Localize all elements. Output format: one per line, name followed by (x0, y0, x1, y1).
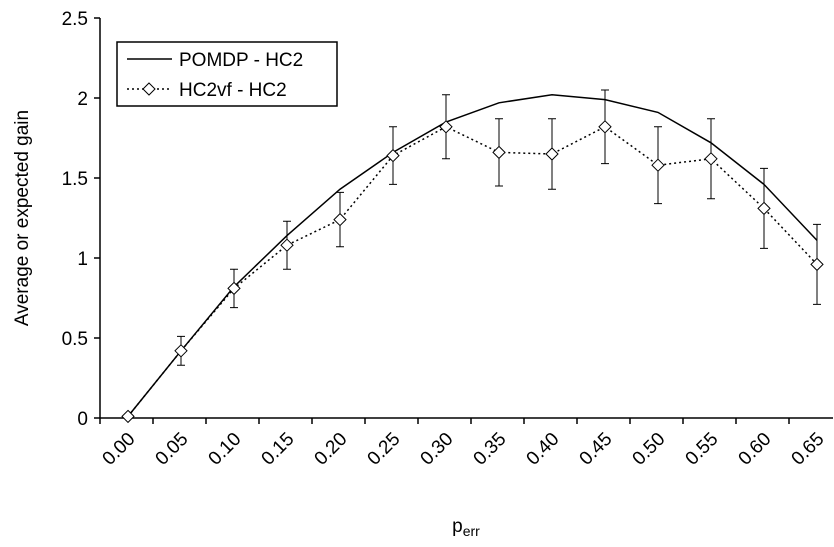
x-tick-label: 0.00 (99, 429, 140, 470)
x-tick-label: 0.40 (523, 429, 564, 470)
y-tick-label: 0.5 (62, 329, 88, 350)
legend-label: HC2vf - HC2 (179, 80, 287, 101)
series-line (127, 125, 818, 417)
x-tick-label: 0.10 (205, 429, 246, 470)
x-tick-label: 0.05 (152, 429, 193, 470)
point-marker (492, 145, 506, 160)
point-marker (280, 238, 294, 252)
x-axis-label-main: p (452, 516, 463, 537)
x-tick-label: 0.60 (735, 429, 776, 470)
x-tick-label: 0.30 (417, 429, 458, 470)
y-tick-label: 2.5 (62, 9, 88, 30)
x-tick-label: 0.15 (258, 429, 299, 470)
y-tick-label: 1.5 (62, 169, 88, 190)
series-line (127, 94, 818, 417)
point-marker (598, 120, 612, 134)
point-marker (174, 344, 188, 358)
legend-label: POMDP - HC2 (179, 50, 303, 71)
x-tick-label: 0.20 (311, 429, 352, 470)
legend-marker (142, 82, 156, 96)
point-marker (651, 158, 665, 172)
point-marker (704, 152, 718, 166)
y-tick-label: 2 (77, 89, 88, 110)
x-tick-label: 0.50 (629, 429, 670, 470)
x-tick-label: 0.35 (470, 429, 511, 470)
legend-box (116, 41, 338, 107)
x-tick-label: 0.55 (682, 429, 723, 470)
point-marker (439, 120, 453, 134)
x-axis-label-subscript: err (463, 523, 480, 539)
point-marker (121, 409, 135, 424)
y-tick-label: 1 (77, 249, 88, 270)
x-tick-label: 0.25 (364, 429, 405, 470)
point-marker (386, 148, 400, 163)
y-axis-label: Average or expected gain (12, 110, 33, 326)
x-tick-label: 0.65 (788, 429, 829, 470)
point-marker (227, 281, 241, 296)
point-marker (757, 201, 771, 216)
point-marker (545, 147, 559, 161)
point-marker (333, 212, 347, 227)
y-tick-label: 0 (77, 409, 88, 430)
x-axis-label: perr (452, 516, 480, 539)
point-marker (810, 257, 824, 272)
x-tick-label: 0.45 (576, 429, 617, 470)
